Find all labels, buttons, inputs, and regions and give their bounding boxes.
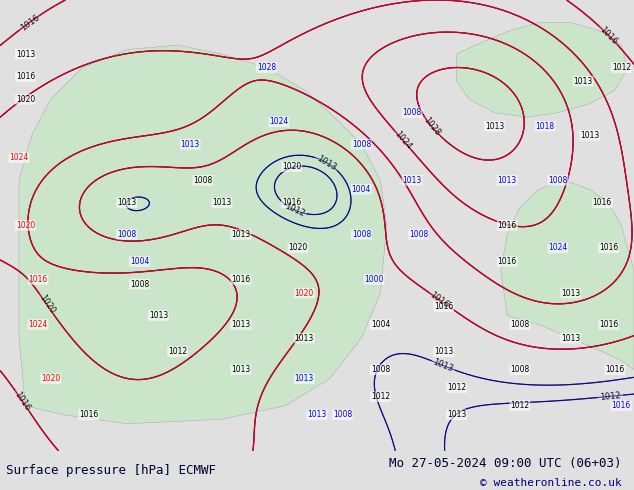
Text: 1013: 1013 [231, 230, 250, 239]
Text: 1012: 1012 [510, 401, 529, 410]
Text: 1024: 1024 [269, 117, 288, 126]
Text: 1013: 1013 [307, 410, 327, 419]
Text: 1020: 1020 [288, 244, 307, 252]
Text: 1016: 1016 [599, 320, 618, 329]
Text: 1008: 1008 [352, 230, 371, 239]
Text: 1013: 1013 [295, 334, 314, 343]
Text: 1013: 1013 [316, 153, 339, 172]
Text: 1016: 1016 [18, 13, 41, 32]
Text: 1016: 1016 [29, 275, 48, 284]
Text: 1012: 1012 [371, 392, 390, 401]
Text: 1013: 1013 [117, 198, 136, 207]
PathPatch shape [456, 23, 628, 117]
Text: 1016: 1016 [282, 198, 301, 207]
Text: 1020: 1020 [37, 294, 56, 316]
Text: 1016: 1016 [612, 401, 631, 410]
Text: 1018: 1018 [536, 122, 555, 131]
Text: 1008: 1008 [352, 140, 371, 149]
Text: 1024: 1024 [10, 153, 29, 162]
Text: 1016: 1016 [605, 365, 624, 374]
Text: 1013: 1013 [231, 365, 250, 374]
PathPatch shape [501, 180, 634, 369]
Text: 1028: 1028 [257, 63, 276, 72]
Text: 1013: 1013 [561, 334, 580, 343]
Text: 1012: 1012 [168, 347, 187, 356]
Text: 1024: 1024 [392, 129, 413, 151]
Text: 1013: 1013 [434, 347, 453, 356]
Text: 1008: 1008 [130, 279, 149, 289]
PathPatch shape [19, 45, 387, 424]
Text: 1013: 1013 [403, 176, 422, 185]
Text: 1008: 1008 [510, 320, 529, 329]
Text: 1016: 1016 [16, 72, 35, 81]
Text: 1028: 1028 [422, 116, 442, 138]
Text: Surface pressure [hPa] ECMWF: Surface pressure [hPa] ECMWF [6, 464, 216, 477]
Text: 1013: 1013 [149, 311, 168, 320]
Text: 1020: 1020 [295, 289, 314, 297]
Text: 1008: 1008 [193, 176, 212, 185]
Text: 1013: 1013 [181, 140, 200, 149]
Text: 1013: 1013 [212, 198, 231, 207]
Text: Mo 27-05-2024 09:00 UTC (06+03): Mo 27-05-2024 09:00 UTC (06+03) [389, 457, 621, 469]
Text: 1013: 1013 [231, 320, 250, 329]
Text: 1016: 1016 [13, 390, 32, 412]
Text: 1016: 1016 [429, 290, 451, 310]
Text: 1013: 1013 [485, 122, 504, 131]
Text: 1016: 1016 [498, 257, 517, 266]
Text: 1016: 1016 [498, 221, 517, 230]
Text: 1008: 1008 [548, 176, 567, 185]
Text: 1004: 1004 [130, 257, 149, 266]
Text: 1016: 1016 [434, 302, 453, 311]
Text: 1004: 1004 [371, 320, 390, 329]
Text: 1008: 1008 [117, 230, 136, 239]
Text: 1013: 1013 [295, 374, 314, 383]
Text: 1016: 1016 [593, 198, 612, 207]
Text: 1013: 1013 [447, 410, 466, 419]
Text: 1008: 1008 [409, 230, 428, 239]
Text: 1013: 1013 [561, 289, 580, 297]
Text: 1012: 1012 [600, 391, 621, 402]
Text: © weatheronline.co.uk: © weatheronline.co.uk [479, 478, 621, 488]
Text: 1013: 1013 [498, 176, 517, 185]
Text: 1008: 1008 [510, 365, 529, 374]
Text: 1020: 1020 [41, 374, 60, 383]
Text: 1012: 1012 [447, 383, 466, 392]
Text: 1016: 1016 [598, 24, 619, 46]
Text: 1013: 1013 [580, 131, 599, 140]
Text: 1000: 1000 [365, 275, 384, 284]
Text: 1016: 1016 [599, 244, 618, 252]
Text: 1020: 1020 [282, 162, 301, 171]
Text: 1020: 1020 [16, 221, 35, 230]
Text: 1024: 1024 [29, 320, 48, 329]
Text: 1012: 1012 [283, 201, 306, 219]
Text: 1024: 1024 [548, 244, 567, 252]
Text: 1020: 1020 [16, 95, 35, 104]
Text: 1013: 1013 [574, 76, 593, 86]
Text: 1013: 1013 [432, 357, 455, 374]
Text: 1012: 1012 [612, 63, 631, 72]
Text: 1016: 1016 [79, 410, 98, 419]
Text: 1004: 1004 [352, 185, 371, 194]
Text: 1008: 1008 [403, 108, 422, 117]
Text: 1016: 1016 [231, 275, 250, 284]
Text: 1013: 1013 [16, 49, 35, 59]
Text: 1008: 1008 [371, 365, 390, 374]
Text: 1008: 1008 [333, 410, 352, 419]
